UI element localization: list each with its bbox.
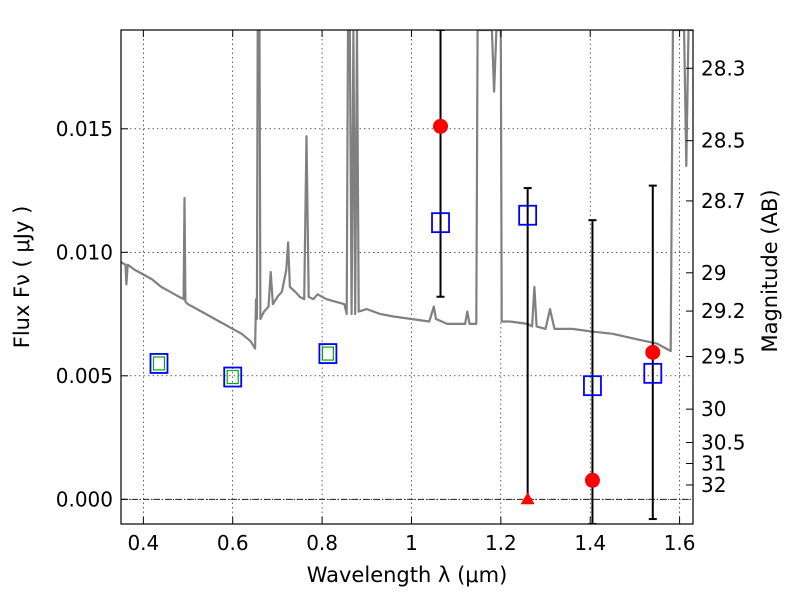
magnitude-tick-label: 29 <box>701 261 726 285</box>
predicted-point <box>433 118 449 134</box>
x-tick-label: 0.8 <box>306 531 338 555</box>
x-tick-label: 0.4 <box>127 531 159 555</box>
errorbars <box>436 30 657 524</box>
magnitude-tick-label: 28.3 <box>701 56 746 80</box>
x-tick-label: 0.6 <box>217 531 249 555</box>
plot-frame <box>120 29 694 525</box>
y-tick-label: 0.015 <box>56 117 113 141</box>
observed-point <box>318 343 338 364</box>
observed-point-inner <box>321 346 335 361</box>
observed-point-inner <box>152 356 166 371</box>
magnitude-tick-label: 29.2 <box>701 299 746 323</box>
predicted-point-triangle <box>520 492 535 505</box>
x-tick-label: 1.4 <box>574 531 606 555</box>
observed-point <box>643 362 663 384</box>
magnitude-tick-label: 30 <box>701 397 726 421</box>
y-axis-ticks: 0.000 0.005 0.010 0.015 <box>56 117 128 511</box>
y-tick-label: 0.010 <box>56 240 113 264</box>
magnitude-tick-label: 28.7 <box>701 189 746 213</box>
observed-point <box>149 353 169 374</box>
magnitude-tick-label: 32 <box>701 473 726 497</box>
magnitude-tick-label: 28.5 <box>701 129 746 153</box>
x-tick-label: 1.2 <box>485 531 517 555</box>
predicted-point <box>584 472 600 488</box>
y-tick-label: 0.005 <box>56 364 113 388</box>
y-tick-label: 0.000 <box>56 487 113 511</box>
x-axis-ticks: 0.4 0.6 0.8 1 1.2 1.4 1.6 <box>127 30 696 555</box>
x-tick-label: 1 <box>405 531 418 555</box>
magnitude-axis-label: Magnitude (AB) <box>758 189 782 352</box>
predicted-points <box>433 118 661 505</box>
y-axis-label: Flux Fν ( μJy ) <box>10 206 34 349</box>
x-axis-label: Wavelength λ (μm) <box>307 563 508 587</box>
magnitude-tick-label: 30.5 <box>701 430 746 454</box>
predicted-point <box>645 344 661 360</box>
magnitude-tick-label: 31 <box>701 451 726 475</box>
observed-point <box>431 212 450 234</box>
magnitude-tick-label: 29.5 <box>701 345 746 369</box>
plot-area <box>121 30 693 524</box>
x-tick-label: 1.6 <box>664 531 696 555</box>
grid <box>121 30 693 524</box>
observed-point <box>583 375 602 397</box>
model-spectrum-line <box>121 30 693 353</box>
observed-point <box>223 366 243 388</box>
observed-point-inner <box>226 369 239 385</box>
observed-point <box>518 204 538 226</box>
observed-points <box>149 204 663 397</box>
